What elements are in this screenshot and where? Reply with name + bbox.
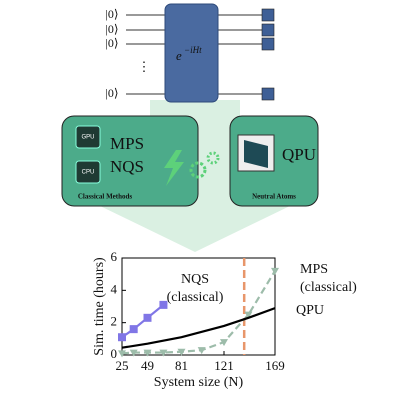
atom-array-icon bbox=[244, 140, 268, 168]
marker bbox=[159, 349, 168, 357]
y-tick-label: 0 bbox=[111, 346, 118, 361]
chip-label: CPU bbox=[82, 170, 95, 176]
chart: 0 2 4 6 25 49 81 121 169 System size (N) Sim. time… bbox=[92, 249, 357, 390]
method-label: NQS bbox=[110, 157, 144, 176]
box-caption: Neutral Atoms bbox=[252, 193, 296, 201]
x-tick-label: 169 bbox=[265, 358, 285, 373]
chip bbox=[75, 125, 101, 149]
series-line bbox=[121, 307, 276, 349]
lightning-icon bbox=[164, 150, 184, 186]
x-tick-label: 81 bbox=[175, 358, 188, 373]
plot-frame bbox=[121, 257, 276, 356]
measurements bbox=[261, 8, 275, 101]
series-label: NQS (classical) bbox=[167, 272, 224, 305]
y-tick-label: 4 bbox=[111, 281, 118, 296]
gate-base: e bbox=[176, 48, 182, 63]
gear-icon bbox=[189, 161, 207, 179]
x-tick-label: 49 bbox=[141, 358, 154, 373]
marker bbox=[143, 313, 152, 322]
marker bbox=[159, 300, 168, 309]
marker bbox=[118, 333, 126, 342]
x-tick-label: 121 bbox=[214, 358, 234, 373]
marker bbox=[220, 339, 228, 347]
marker bbox=[143, 349, 152, 357]
y-tick-label: 6 bbox=[111, 249, 118, 264]
method-label: MPS bbox=[110, 134, 144, 153]
chip-label: GPU bbox=[81, 135, 94, 141]
gate-exponent: −iHt bbox=[184, 45, 202, 55]
qubit-label: |0⟩ bbox=[105, 86, 118, 100]
marker bbox=[129, 349, 138, 357]
series-line bbox=[121, 304, 165, 339]
gear-icon bbox=[206, 151, 220, 165]
y-axis-label: Sim. time (hours) bbox=[92, 257, 107, 356]
qpu-label: QPU bbox=[282, 145, 316, 164]
qubit-label: |0⟩ bbox=[105, 36, 118, 50]
x-tick-label: 25 bbox=[116, 358, 129, 373]
chip bbox=[75, 160, 101, 184]
box-caption: Classical Methods bbox=[78, 193, 133, 201]
qubit-label: |0⟩ bbox=[105, 22, 118, 36]
x-axis-label: System size (N) bbox=[154, 375, 244, 390]
marker bbox=[129, 325, 138, 334]
marker bbox=[197, 347, 206, 355]
marker bbox=[177, 348, 186, 356]
qubit-label: |0⟩ bbox=[105, 7, 118, 21]
ellipsis: ⋮ bbox=[138, 59, 151, 74]
series-label: QPU bbox=[296, 303, 324, 318]
marker bbox=[271, 267, 279, 275]
marker bbox=[244, 311, 253, 319]
unitary-gate bbox=[164, 3, 219, 103]
marker bbox=[118, 350, 126, 358]
y-tick-label: 2 bbox=[111, 314, 118, 329]
series-label: MPS (classical) bbox=[300, 262, 357, 295]
